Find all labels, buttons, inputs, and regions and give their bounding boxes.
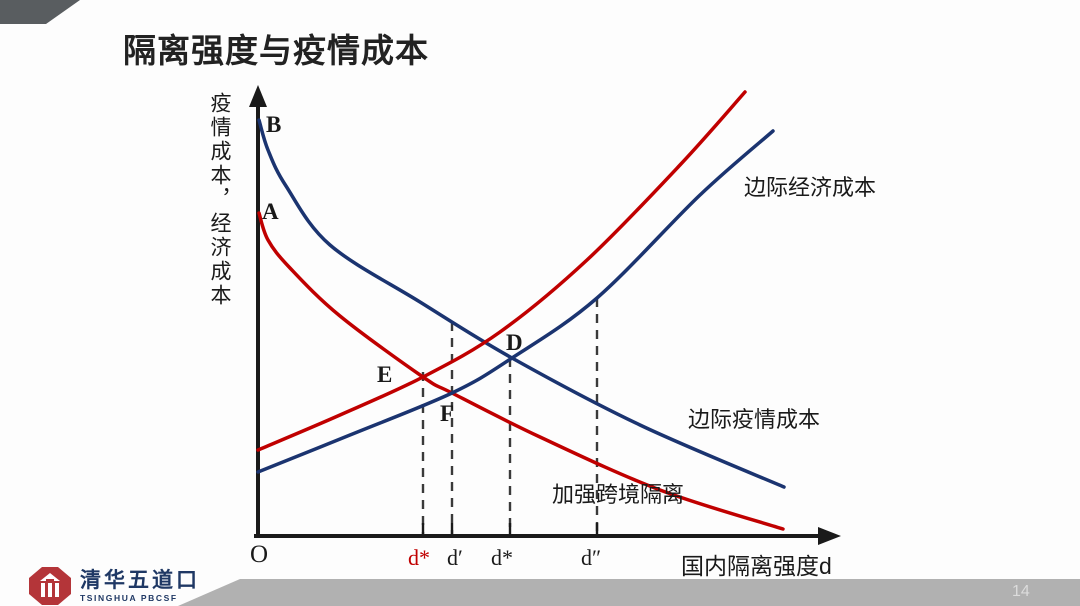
page-number: 14	[1012, 583, 1030, 600]
curve-label-strengthen-border-quarantine: 加强跨境隔离	[552, 482, 685, 507]
curve-label-marginal-epidemic-cost: 边际疫情成本	[688, 407, 821, 432]
point-label-B: B	[266, 112, 282, 137]
tsinghua-pbcsf-logo: 清华五道口 TSINGHUA PBCSF	[28, 566, 200, 606]
point-label-F: F	[440, 401, 455, 426]
curve	[257, 118, 786, 489]
y-axis	[249, 85, 267, 537]
cost-curves	[256, 90, 786, 531]
origin-label: O	[250, 541, 269, 568]
point-label-A: A	[262, 199, 279, 224]
x-tick-d-star: d*	[491, 545, 513, 570]
point-label-D: D	[506, 330, 523, 355]
logo-text-en: TSINGHUA PBCSF	[80, 592, 178, 603]
x-tick-d-prime: d′	[447, 545, 463, 570]
x-axis	[254, 527, 841, 545]
curve-label-marginal-economic-cost: 边际经济成本	[744, 175, 877, 200]
footer-band	[178, 579, 1080, 606]
x-axis-label: 国内隔离强度d	[681, 553, 832, 579]
curve	[256, 129, 775, 474]
point-label-E: E	[377, 362, 393, 387]
page-title: 隔离强度与疫情成本	[123, 32, 429, 69]
x-tick-d-double-prime: d″	[581, 545, 602, 570]
y-axis-arrow-icon	[249, 85, 267, 107]
x-tick-d-star-red: d*	[408, 545, 430, 570]
curve	[256, 90, 747, 452]
curve	[257, 211, 785, 531]
logo-text-cn: 清华五道口	[80, 568, 200, 592]
y-axis-label: 疫情成本，经济成本	[208, 92, 231, 308]
dashed-guide-lines	[421, 298, 599, 537]
x-axis-arrow-icon	[818, 527, 841, 545]
tsinghua-emblem-icon	[29, 567, 71, 605]
